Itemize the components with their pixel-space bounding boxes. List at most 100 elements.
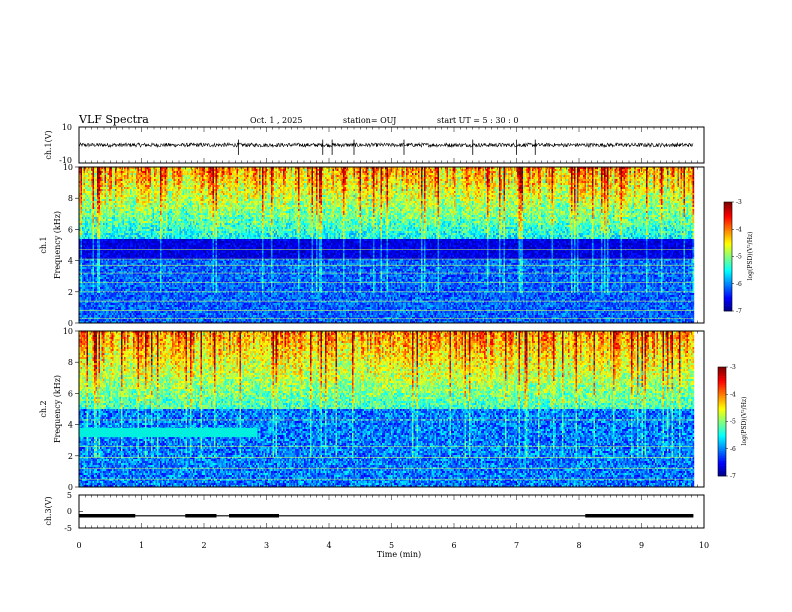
spectrogram-cell (87, 203, 89, 205)
spectrogram-cell (90, 189, 92, 191)
spectrogram-cell (85, 191, 87, 193)
spectrogram-cell (87, 305, 89, 307)
spectrogram-cell (90, 177, 92, 179)
spectrogram-cell (91, 313, 93, 315)
spectrogram-cell (99, 177, 101, 179)
spectrogram-cell (91, 263, 93, 265)
spectrogram-cell (99, 209, 101, 211)
spectrogram-cell (90, 303, 92, 305)
spectrogram-cell (81, 197, 83, 199)
spectrogram-cell (99, 187, 101, 189)
spectrogram-cell (85, 207, 87, 209)
spectrogram-cell (93, 177, 95, 179)
spectrogram-cell (91, 197, 93, 199)
spectrogram-cell (94, 169, 96, 171)
spectrogram-cell (96, 199, 98, 201)
spectrogram-cell (82, 223, 84, 225)
spectrogram-cell (97, 287, 99, 289)
spectrogram-cell (97, 225, 99, 227)
spectrogram-cell (93, 279, 95, 281)
spectrogram-cell (84, 181, 86, 183)
spectrogram-cell (85, 269, 87, 271)
spectrogram-cell (90, 217, 92, 219)
spectrogram-cell (85, 303, 87, 305)
spectrogram-cell (93, 275, 95, 277)
spectrogram-cell (82, 183, 84, 185)
spectrogram-cell (96, 221, 98, 223)
spectrogram-cell (90, 179, 92, 181)
spectrogram-cell (85, 203, 87, 205)
spectrogram-cell (87, 181, 89, 183)
spectrogram-cell (82, 255, 84, 257)
spectrogram-cell (97, 211, 99, 213)
spectrogram-cell (82, 243, 84, 245)
spectrogram-cell (94, 173, 96, 175)
spectrogram-cell (91, 235, 93, 237)
spectrogram-cell (94, 187, 96, 189)
spectrogram-cell (99, 203, 101, 205)
spectrogram-cell (88, 187, 90, 189)
spectrogram-cell (87, 185, 89, 187)
spectrogram-cell (87, 177, 89, 179)
spectrogram-cell (87, 307, 89, 309)
spectrogram-cell (96, 193, 98, 195)
spectrogram-cell (99, 183, 101, 185)
spectrogram-cell (91, 215, 93, 217)
spectrogram-cell (96, 205, 98, 207)
spectrogram-cell (90, 319, 92, 321)
spectrogram-cell (99, 217, 101, 219)
spectrogram-cell (90, 223, 92, 225)
spectrogram-cell (88, 201, 90, 203)
spectrogram-cell (97, 197, 99, 199)
spectrogram-cell (84, 177, 86, 179)
spectrogram-cell (96, 241, 98, 243)
spectrogram-cell (96, 235, 98, 237)
spectrogram-cell (88, 311, 90, 313)
spectrogram-cell (94, 315, 96, 317)
spectrogram-cell (99, 211, 101, 213)
spectrogram-cell (87, 221, 89, 223)
spectrogram-cell (85, 235, 87, 237)
spectrogram-cell (97, 275, 99, 277)
spectrogram-cell (84, 305, 86, 307)
spectrogram-cell (88, 307, 90, 309)
spectrogram-cell (93, 289, 95, 291)
spectrogram-cell (94, 219, 96, 221)
spectrogram-cell (90, 213, 92, 215)
spectrogram-cell (93, 285, 95, 287)
spectrogram-cell (99, 275, 101, 277)
spectrogram-cell (84, 275, 86, 277)
spectrogram-cell (82, 185, 84, 187)
spectrogram-cell (84, 201, 86, 203)
spectrogram-cell (85, 223, 87, 225)
spectrogram-cell (88, 169, 90, 171)
spectrogram-cell (85, 305, 87, 307)
spectrogram-cell (81, 191, 83, 193)
spectrogram-cell (84, 217, 86, 219)
spectrogram-cell (90, 169, 92, 171)
spectrogram-cell (94, 171, 96, 173)
spectrogram-cell (81, 279, 83, 281)
spectrogram-cell (93, 243, 95, 245)
spectrogram-cell (88, 221, 90, 223)
ch1-ytick-10: 10 (62, 123, 72, 132)
spectrogram-cell (82, 203, 84, 205)
spectrogram-cell (87, 315, 89, 317)
spectrogram-cell (84, 229, 86, 231)
spectrogram-cell (81, 289, 83, 291)
spectrogram-cell (90, 183, 92, 185)
spectrogram-cell (87, 191, 89, 193)
spectrogram-cell (91, 285, 93, 287)
spectrogram-cell (97, 177, 99, 179)
spectrogram-cell (93, 229, 95, 231)
spectrogram-cell (84, 183, 86, 185)
spectrogram-cell (94, 233, 96, 235)
spectrogram-cell (88, 239, 90, 241)
spectrogram-cell (81, 217, 83, 219)
spectrogram-cell (96, 305, 98, 307)
spectrogram-cell (81, 229, 83, 231)
spectrogram-cell (91, 203, 93, 205)
spectrogram-cell (93, 193, 95, 195)
spectrogram-cell (96, 251, 98, 253)
spectrogram-cell (99, 219, 101, 221)
